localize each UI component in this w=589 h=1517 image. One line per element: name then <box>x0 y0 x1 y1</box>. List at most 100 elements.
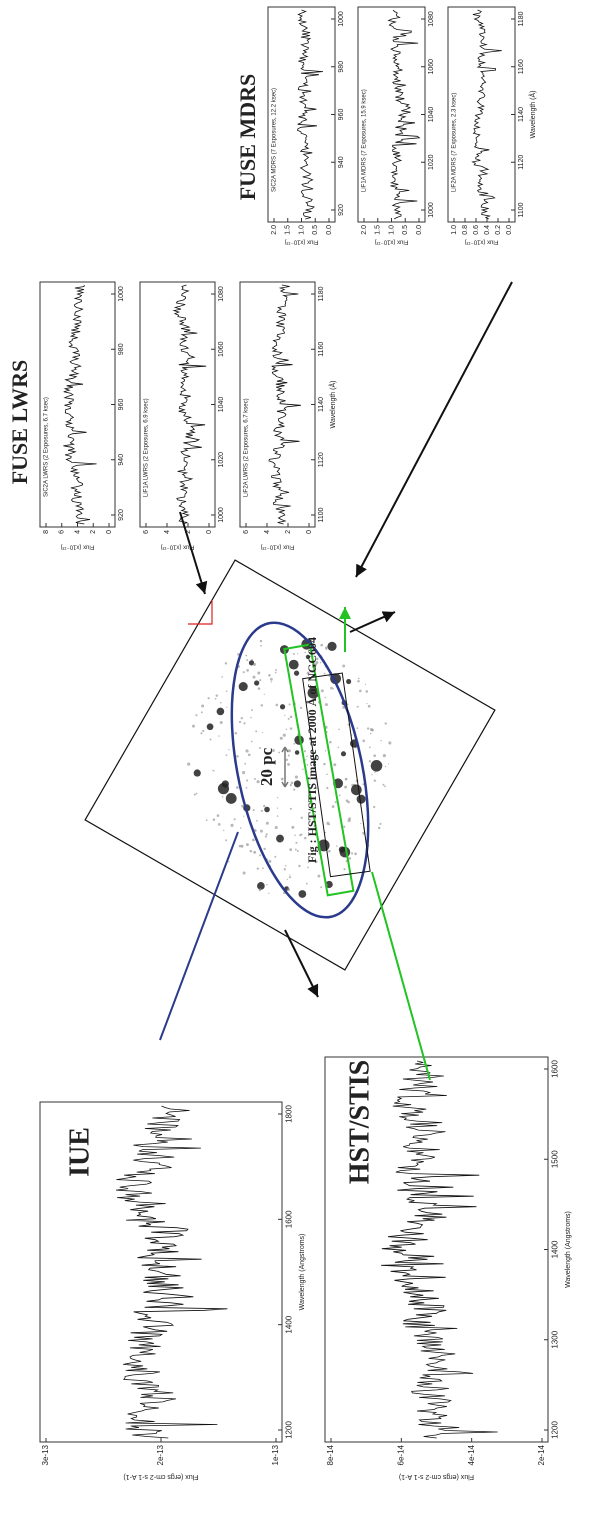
star <box>367 704 371 708</box>
star <box>277 797 279 799</box>
star <box>366 727 370 730</box>
x-tick-label: 920 <box>118 509 125 521</box>
x-tick-label: 1500 <box>550 1150 559 1168</box>
star <box>287 754 290 757</box>
star <box>326 773 328 776</box>
x-tick-label: 1000 <box>118 286 125 302</box>
star <box>287 749 291 753</box>
y-axis-label: Flux (x10⁻¹³) <box>285 238 319 244</box>
star <box>382 783 385 786</box>
x-tick-label: 1120 <box>518 155 525 170</box>
y-tick-label: 4 <box>74 530 81 534</box>
star <box>245 787 248 789</box>
star <box>259 679 262 682</box>
star <box>332 688 334 690</box>
star <box>364 683 367 686</box>
star <box>356 705 359 708</box>
star <box>324 646 328 650</box>
star <box>257 687 261 690</box>
star <box>379 822 382 825</box>
star <box>230 823 234 827</box>
x-tick-label: 940 <box>338 156 345 168</box>
y-tick-label: 0.5 <box>312 225 319 235</box>
star <box>238 844 242 848</box>
x-tick-label: 1400 <box>284 1315 293 1333</box>
star <box>306 755 308 758</box>
y-tick-label: 6 <box>143 530 150 534</box>
star <box>278 751 281 754</box>
y-tick-label: 8e-14 <box>326 1444 335 1465</box>
star <box>192 724 195 728</box>
star <box>370 759 383 772</box>
star <box>252 809 255 812</box>
star <box>245 749 249 753</box>
star <box>269 677 273 681</box>
star <box>200 732 203 735</box>
star <box>337 746 340 749</box>
y-tick-label: 0 <box>206 530 213 534</box>
star <box>357 679 360 683</box>
star <box>313 744 316 747</box>
star <box>371 728 374 732</box>
star <box>275 703 279 707</box>
star <box>274 855 277 858</box>
x-axis-label: Wavelength (Angstroms) <box>299 1234 306 1311</box>
y-tick-label: 4 <box>164 530 171 534</box>
x-axis-label: Wavelength (Angstroms) <box>565 1211 572 1288</box>
star <box>328 849 331 853</box>
x-tick-label: 1080 <box>218 286 225 302</box>
star <box>200 711 203 714</box>
star <box>287 717 290 720</box>
connector-arrow <box>284 929 319 998</box>
star <box>287 888 291 892</box>
star <box>288 876 292 879</box>
x-tick-label: 1180 <box>318 286 325 301</box>
star <box>227 860 230 863</box>
star <box>257 671 261 675</box>
star <box>300 816 303 819</box>
star <box>187 762 191 766</box>
star <box>247 753 251 757</box>
star <box>285 728 288 731</box>
star <box>279 736 283 740</box>
star <box>369 732 372 735</box>
connector-arrow <box>179 511 208 595</box>
x-tick-label: 1300 <box>550 1330 559 1348</box>
star <box>333 763 337 767</box>
connector-arrow <box>159 831 239 1041</box>
star <box>225 839 228 842</box>
x-tick-label: 1140 <box>318 397 325 412</box>
star <box>291 825 295 829</box>
star <box>256 819 258 822</box>
x-tick-label: 960 <box>118 399 125 411</box>
star <box>296 653 299 655</box>
star <box>328 675 331 678</box>
iue-aperture <box>230 621 370 919</box>
star <box>304 836 307 840</box>
star <box>225 754 228 757</box>
x-tick-label: 1060 <box>218 341 225 357</box>
star <box>380 739 382 742</box>
star <box>270 681 273 683</box>
star <box>320 689 324 693</box>
star <box>348 857 352 860</box>
star <box>280 777 284 781</box>
y-axis-label: Flux (x10⁻¹³) <box>161 543 195 549</box>
star <box>365 690 369 693</box>
x-tick-label: 1040 <box>218 397 225 413</box>
star <box>274 671 277 674</box>
star <box>377 826 381 830</box>
panel-label: SiC2A LWRS (2 Exposures, 6.7 ksec) <box>44 397 50 497</box>
x-tick-label: 1080 <box>428 11 435 27</box>
star <box>343 868 346 871</box>
star <box>263 847 266 851</box>
star <box>373 805 376 809</box>
star <box>268 892 270 895</box>
y-tick-label: 2.0 <box>361 225 368 235</box>
star <box>221 780 229 788</box>
star <box>265 833 268 836</box>
star <box>276 807 279 809</box>
star <box>330 686 333 690</box>
